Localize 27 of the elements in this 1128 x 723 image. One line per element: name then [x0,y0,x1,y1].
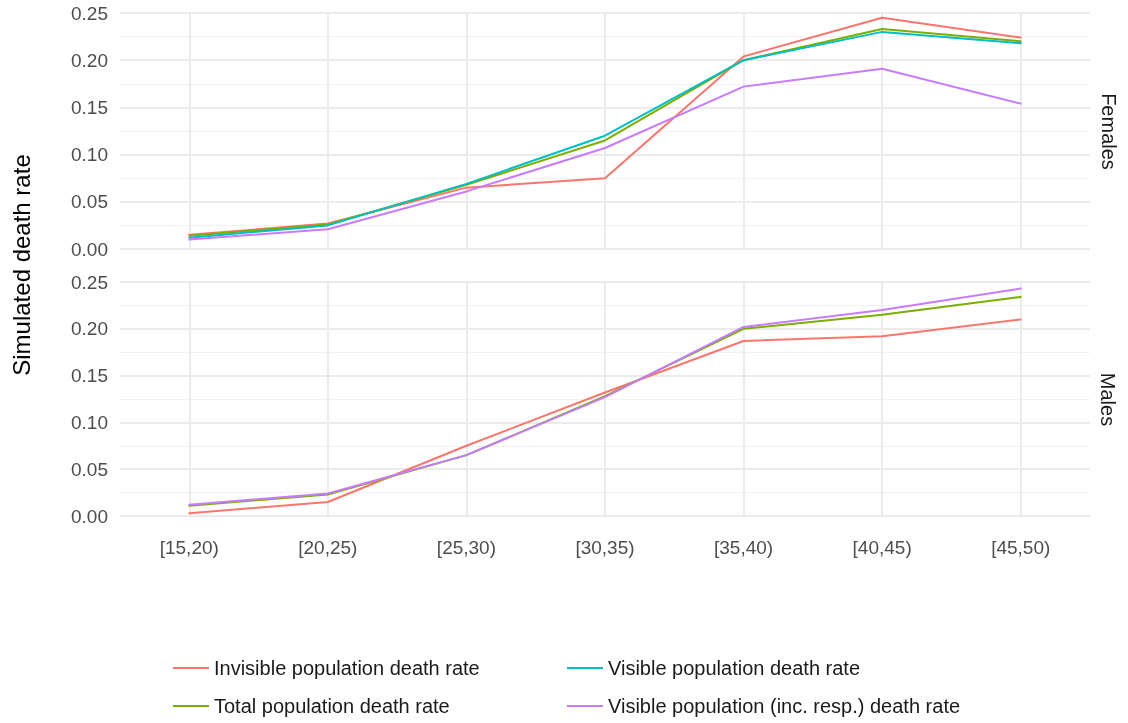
text: Females [1096,92,1120,170]
y-tick-label: 0.10 [71,144,108,166]
x-tick-label: [20,25) [298,537,358,558]
legend-label: Total population death rate [214,695,450,717]
y-tick-label: 0.05 [71,458,108,480]
x-tick-label: [35,40) [713,537,774,558]
x-tick-label: [45,50) [991,537,1051,558]
text: Males [1096,372,1120,426]
x-tick-label: [30,35) [575,537,635,558]
line-series [188,67,1022,241]
x-tick-label: [25,30) [436,537,497,558]
legend-label: Invisible population death rate [214,657,480,679]
y-tick-label: 0.15 [71,365,108,387]
y-tick-label: 0.05 [71,191,108,213]
x-tick-label: [15,20) [159,537,219,558]
y-tick-label: 0.20 [71,49,108,71]
y-tick-label: 0.25 [71,2,108,24]
y-tick-label: 0.20 [71,318,108,340]
x-tick-label: [40,45) [852,537,912,558]
y-tick-label: 0.15 [71,96,108,118]
y-axis-title: Simulated death rate [8,154,36,376]
y-tick-label: 0.00 [71,505,108,527]
legend-label: Visible population death rate [608,657,861,679]
y-tick-label: 0.00 [71,238,108,260]
y-tick-label: 0.25 [71,271,108,293]
y-tick-label: 0.10 [71,411,108,433]
legend-label: Visible population (inc. resp.) death rate [608,695,961,717]
